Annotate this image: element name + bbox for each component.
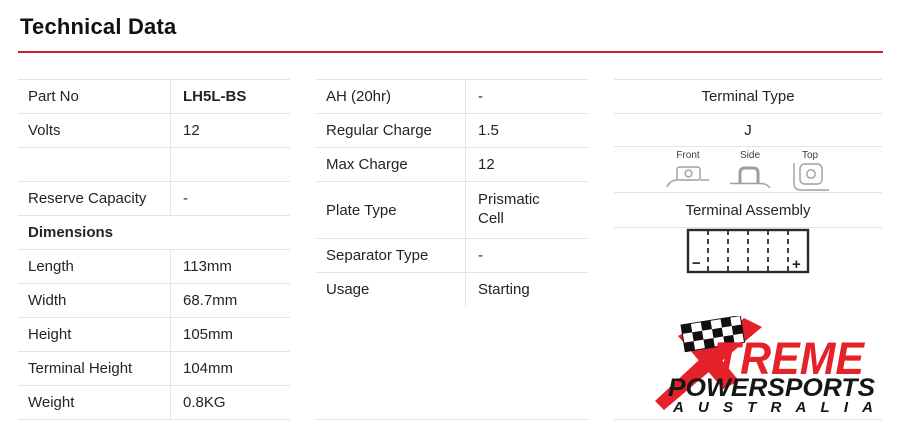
row-label: Usage <box>326 281 370 298</box>
row-value: 113mm <box>170 250 290 283</box>
row-label: Separator Type <box>326 247 429 264</box>
spec-table-electrical: AH (20hr) - Regular Charge 1.5 Max Charg… <box>316 79 588 420</box>
row-value: Starting <box>465 273 588 306</box>
logo-word-australia: AUSTRALIA <box>672 399 873 416</box>
table-section-header: Dimensions <box>18 215 290 249</box>
table-row: AH (20hr) - <box>316 79 588 113</box>
row-label: Max Charge <box>326 156 408 173</box>
row-value: - <box>465 80 588 113</box>
row-label: Part No <box>28 88 79 105</box>
row-value <box>170 148 290 181</box>
row-label: Weight <box>28 394 75 411</box>
row-label: Reserve Capacity <box>28 190 147 207</box>
section-title: Dimensions <box>28 224 114 241</box>
terminal-front-icon <box>664 162 712 192</box>
row-value: 12 <box>465 148 588 181</box>
terminal-side-icon <box>728 162 772 192</box>
row-label: Volts <box>28 122 61 139</box>
table-row: Separator Type - <box>316 238 588 272</box>
spec-table-general: Part No LH5L-BS Volts 12 Reserve Capacit… <box>18 79 290 420</box>
front-view-label: Front <box>676 150 700 161</box>
terminal-assembly-row: − + <box>614 227 882 278</box>
terminal-view-side: Side <box>728 150 772 192</box>
logo-word-xtreme: TREME <box>714 333 866 384</box>
plus-terminal-label: + <box>792 256 801 273</box>
table-row: Weight 0.8KG <box>18 385 290 419</box>
row-value: 105mm <box>170 318 290 351</box>
terminal-assembly-diagram: − + <box>686 228 810 278</box>
minus-terminal-label: − <box>692 255 701 272</box>
table-row: Part No LH5L-BS <box>18 79 290 113</box>
terminal-info-table: Terminal Type J Front Side <box>614 79 882 420</box>
row-value: 0.8KG <box>170 386 290 419</box>
row-label: Terminal Height <box>28 360 133 377</box>
checkered-flag-icon <box>680 315 746 353</box>
table-row: Volts 12 <box>18 113 290 147</box>
row-value: - <box>170 182 290 215</box>
table-row: Height 105mm <box>18 317 290 351</box>
terminal-views-row: Front Side <box>614 146 882 192</box>
table-row-empty <box>18 147 290 181</box>
row-value: 1.5 <box>465 114 588 147</box>
table-row: Width 68.7mm <box>18 283 290 317</box>
row-label: Length <box>28 258 74 275</box>
row-value: - <box>465 239 588 272</box>
row-value: 12 <box>170 114 290 147</box>
terminal-top-icon <box>788 162 832 196</box>
terminal-type-header: Terminal Type <box>614 79 882 113</box>
brand-logo: TREME POWERSPORTS AUSTRALIA <box>640 315 888 420</box>
table-row: Max Charge 12 <box>316 147 588 181</box>
row-label: AH (20hr) <box>326 88 392 105</box>
row-label: Regular Charge <box>326 122 432 139</box>
side-view-label: Side <box>739 150 760 161</box>
top-view-label: Top <box>801 150 819 161</box>
page-title: Technical Data <box>20 14 177 39</box>
row-value: 104mm <box>170 352 290 385</box>
table-row: Terminal Height 104mm <box>18 351 290 385</box>
table-row: Reserve Capacity - <box>18 181 290 215</box>
row-value: 68.7mm <box>170 284 290 317</box>
technical-data-grid: Part No LH5L-BS Volts 12 Reserve Capacit… <box>18 79 882 420</box>
table-row: Plate Type Prismatic Cell <box>316 181 588 238</box>
terminal-assembly-header: Terminal Assembly <box>614 192 882 227</box>
logo-word-powersports: POWERSPORTS <box>668 374 875 402</box>
row-label: Height <box>28 326 72 343</box>
row-value: LH5L-BS <box>170 80 290 113</box>
table-row: Usage Starting <box>316 272 588 306</box>
table-row: Length 113mm <box>18 249 290 283</box>
terminal-type-value: J <box>614 113 882 146</box>
table-row: Regular Charge 1.5 <box>316 113 588 147</box>
row-label: Width <box>28 292 67 309</box>
row-value-text: Prismatic Cell <box>478 191 540 227</box>
row-label: Plate Type <box>326 201 397 219</box>
row-value: Prismatic Cell <box>465 182 588 238</box>
terminal-view-top: Top <box>788 150 832 196</box>
title-divider <box>18 51 883 53</box>
terminal-view-front: Front <box>664 150 712 192</box>
